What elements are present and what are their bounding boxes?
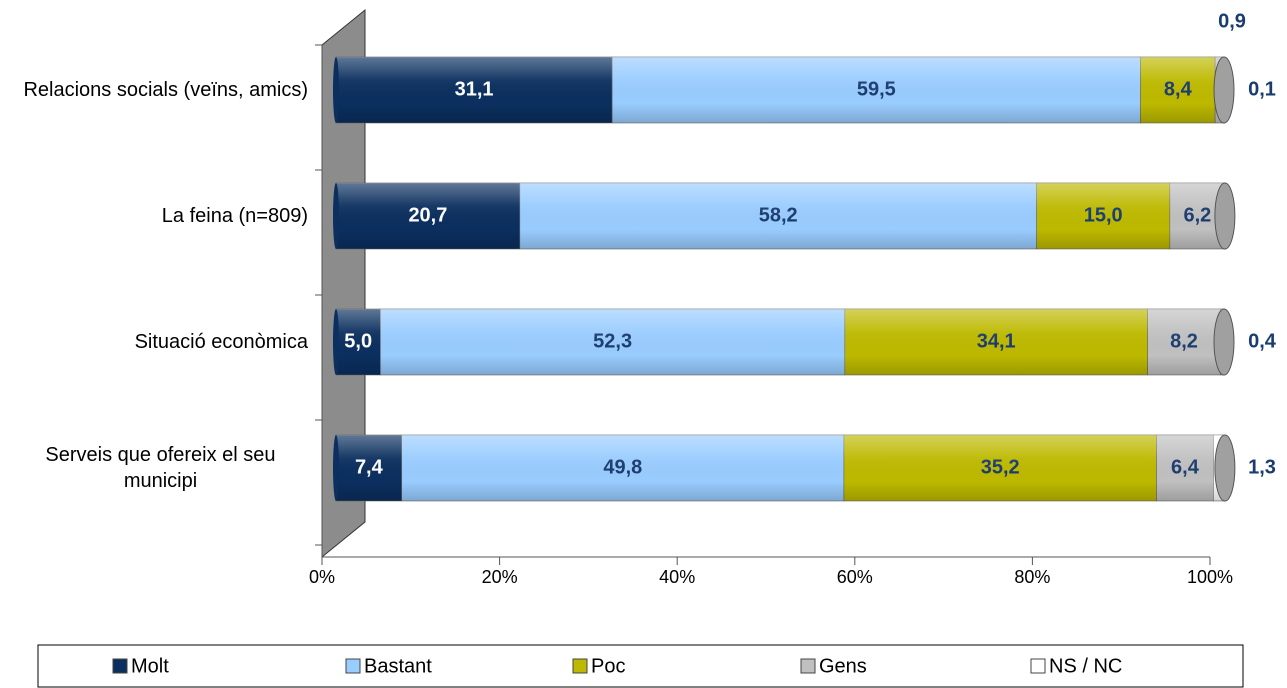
category-separators <box>315 44 322 546</box>
legend-swatch <box>572 658 588 674</box>
bar-start-cap <box>333 435 339 501</box>
data-label: 0,4 <box>1248 330 1277 352</box>
bar-shade <box>336 57 1224 123</box>
legend-swatch <box>112 658 128 674</box>
bar-start-cap <box>333 309 339 375</box>
category-label: Serveis que ofereix el seu municipi <box>45 444 276 492</box>
legend-label: Poc <box>591 655 625 677</box>
legend-label: NS / NC <box>1049 655 1122 677</box>
legend-label: Bastant <box>364 655 432 677</box>
x-tick-label: 20% <box>482 567 518 587</box>
category-label: Relacions socials (veïns, amics) <box>23 79 308 101</box>
legend-swatch <box>800 658 816 674</box>
bar-start-cap <box>333 57 339 123</box>
data-label: 0,1 <box>1248 78 1276 100</box>
legend-swatch <box>345 658 361 674</box>
category-label: Situació econòmica <box>134 331 308 353</box>
x-tick-label: 80% <box>1014 567 1050 587</box>
bar-end-cap <box>1214 434 1236 502</box>
bar-end-cap <box>1213 308 1235 376</box>
bar-end-cap <box>1214 182 1236 250</box>
category-label: La feina (n=809) <box>161 205 308 227</box>
bar-end-cap <box>1213 56 1235 124</box>
legend-label: Molt <box>131 655 169 677</box>
x-tick-label: 100% <box>1187 567 1233 587</box>
bar-shade <box>336 309 1224 375</box>
bar-shade <box>336 183 1225 249</box>
x-tick-label: 40% <box>659 567 695 587</box>
legend-swatch <box>1030 658 1046 674</box>
legend-label: Gens <box>819 655 867 677</box>
x-tick-label: 0% <box>309 567 335 587</box>
data-label: 1,3 <box>1248 456 1276 478</box>
bar-start-cap <box>333 183 339 249</box>
bar-shade <box>336 435 1225 501</box>
data-label: 0,9 <box>1218 10 1246 32</box>
x-tick-label: 60% <box>837 567 873 587</box>
